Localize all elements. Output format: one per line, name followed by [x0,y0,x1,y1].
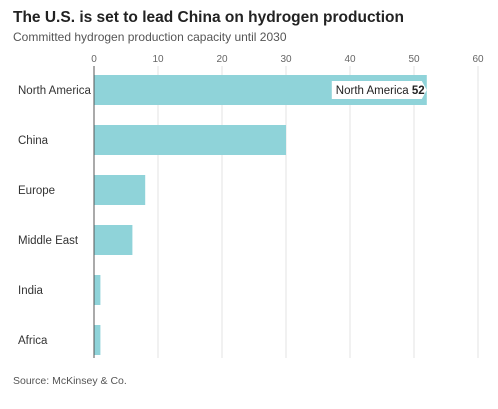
x-tick-label: 0 [91,54,97,65]
x-tick-label: 60 [472,54,484,65]
x-tick-label: 30 [280,54,292,65]
x-tick-label: 20 [216,54,228,65]
bar [94,175,146,205]
bar [94,225,133,255]
x-tick-label: 10 [152,54,164,65]
source-note: Source: McKinsey & Co. [13,375,127,387]
value-tooltip: North America 52 [331,81,427,99]
x-tick-label: 40 [344,54,356,65]
bar [94,275,101,305]
chart-title: The U.S. is set to lead China on hydroge… [13,9,404,26]
tooltip-box [331,81,427,99]
x-tick-label: 50 [408,54,420,65]
chart-subtitle: Committed hydrogen production capacity u… [13,30,287,44]
category-label: North America [18,85,91,97]
bar [94,325,101,355]
category-label: China [18,135,49,147]
category-label: Africa [18,335,48,347]
tooltip-text: North America 52 [336,85,425,97]
category-label: Middle East [18,235,79,247]
bar [94,125,286,155]
category-label: India [18,285,44,297]
tooltip-label: North America [336,85,412,97]
category-label: Europe [18,185,55,197]
tooltip-value: 52 [412,85,425,97]
